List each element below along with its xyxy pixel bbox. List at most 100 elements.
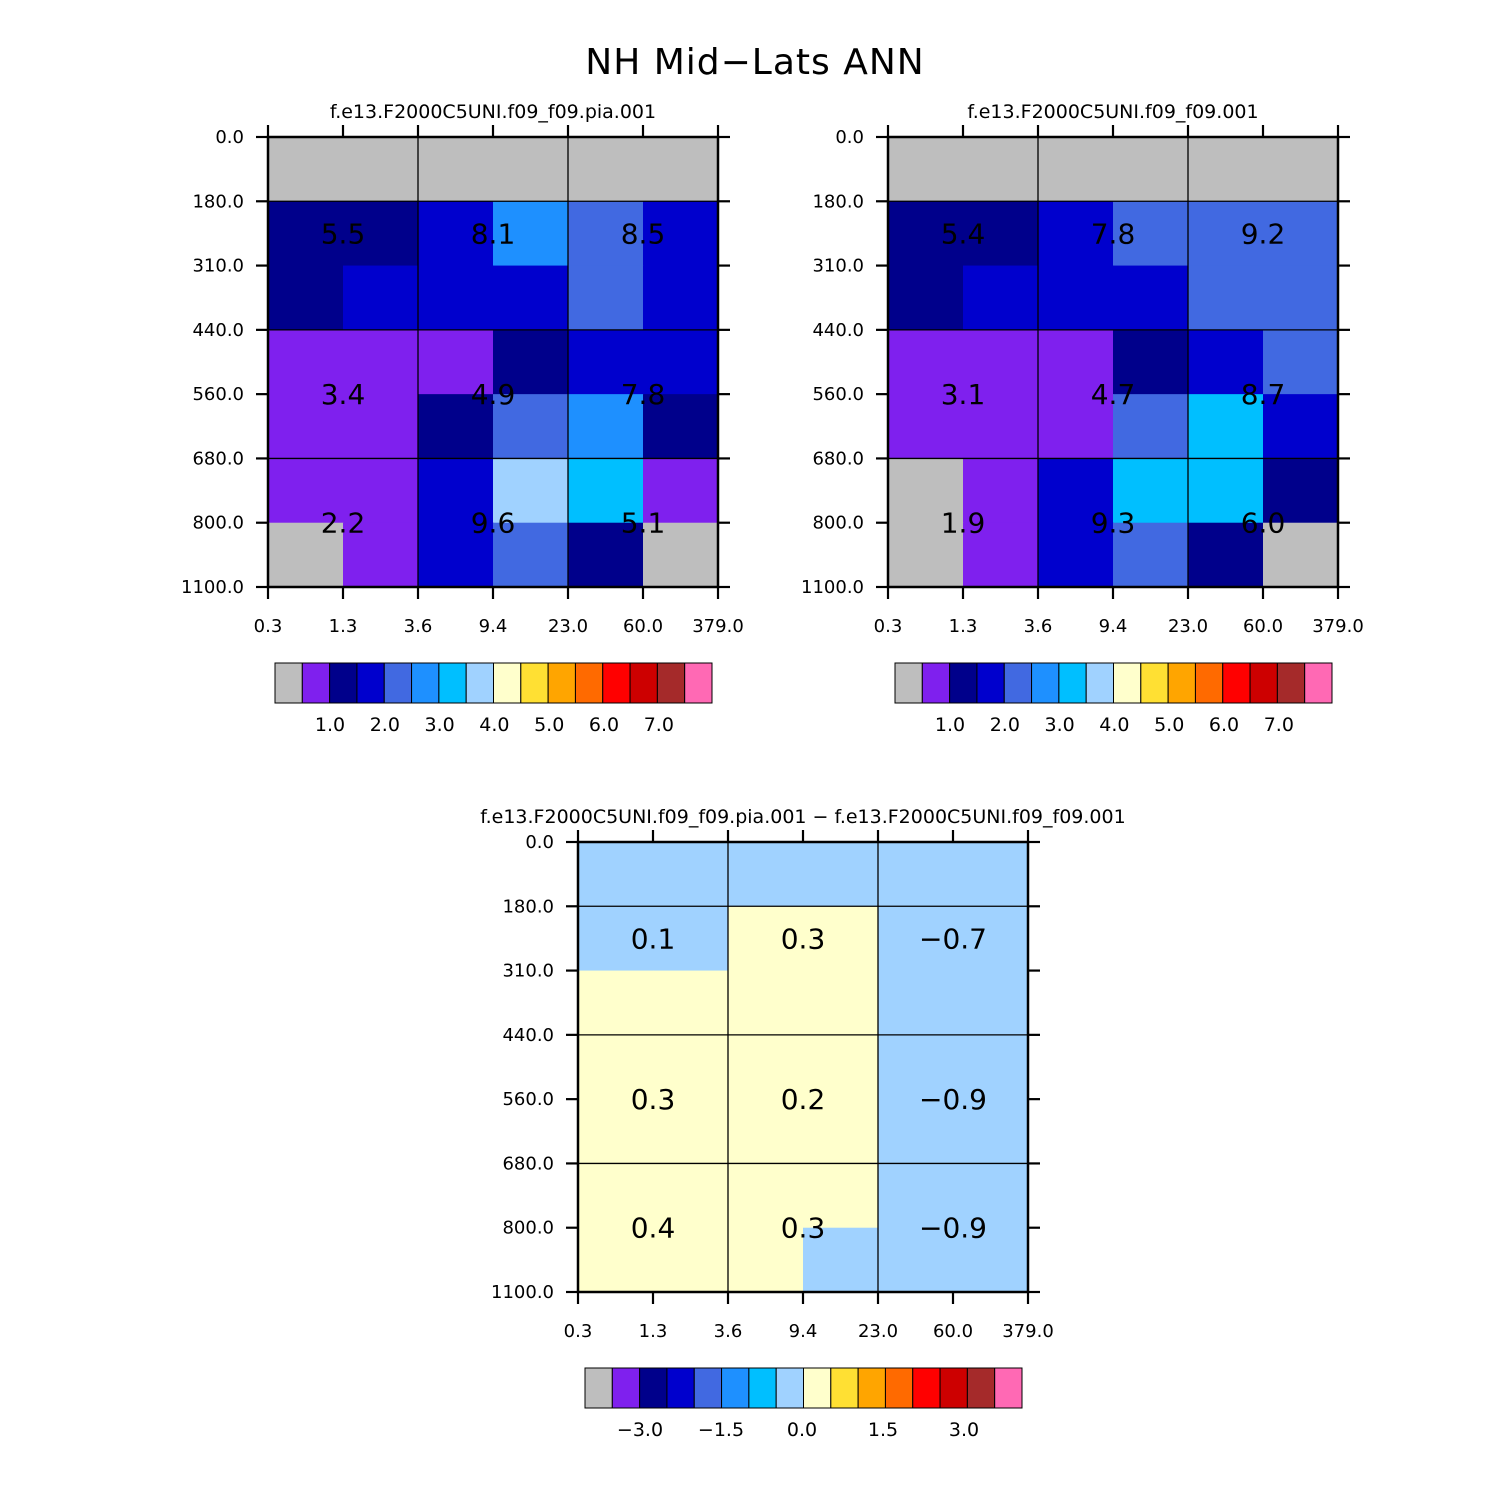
heatmap-cell (1113, 394, 1189, 460)
heatmap-cell (643, 329, 719, 395)
colorbar-box (857, 1367, 886, 1409)
heatmap-cell (418, 458, 494, 524)
heatmap-cell (653, 1099, 729, 1165)
heatmap-cell (803, 906, 879, 972)
heatmap-cell (728, 1099, 804, 1165)
heatmap-cell (643, 458, 719, 524)
y-tick-label: 800.0 (192, 513, 244, 534)
heatmap-cell (1038, 394, 1114, 460)
heatmap-cell (878, 1034, 954, 1100)
heatmap-cell (1263, 522, 1339, 588)
heatmap-cell (963, 522, 1039, 588)
colorbar-label: 2.0 (990, 714, 1020, 736)
heatmap-cell (803, 1163, 879, 1229)
colorbar-box (301, 662, 331, 704)
colorbar-box (830, 1367, 859, 1409)
colorbar-box (438, 662, 467, 704)
heatmap-cell (643, 137, 719, 202)
grid-lines (888, 137, 1338, 587)
heatmap-cell (963, 137, 1039, 202)
heatmap-cell (953, 1034, 1029, 1100)
colorbar-label: 4.0 (479, 714, 509, 736)
colorbar-label: 3.0 (949, 1419, 979, 1441)
heatmap-cell (728, 1034, 804, 1100)
heatmap-cell (578, 1227, 654, 1293)
cell-value-label: −0.9 (919, 1212, 987, 1245)
x-tick-label: 379.0 (692, 616, 744, 637)
cell-value-label: −0.7 (919, 922, 987, 955)
panel-control: f.e13.F2000C5UNI.f09_f09.001 0.3 1.3 3.6 9.4… (801, 101, 1364, 736)
heatmap-cell (1263, 394, 1339, 460)
heatmap-cell (418, 394, 494, 460)
panel-pia: f.e13.F2000C5UNI.f09_f09.pia.001 0.3 1.3 3.… (181, 101, 744, 736)
x-tick-label: 60.0 (933, 1321, 973, 1342)
heatmap-cell (568, 137, 644, 202)
heatmap-cell (803, 842, 879, 907)
colorbar-box (1058, 662, 1087, 704)
colorbar-label: 3.0 (424, 714, 454, 736)
cell-value-label: 7.8 (1091, 217, 1136, 250)
heatmap-cell (418, 522, 494, 588)
heatmap-cell (803, 1099, 879, 1165)
x-tick-label: 23.0 (548, 616, 588, 637)
heatmap-cell (568, 329, 644, 395)
colorbar-label: 1.0 (315, 714, 345, 736)
colorbar-label: 7.0 (1264, 714, 1294, 736)
x-tick-label: 23.0 (1168, 616, 1208, 637)
colorbar-box (574, 662, 604, 704)
heatmap-cell (888, 201, 964, 267)
heatmap-cell (888, 137, 964, 202)
y-tick-label: 560.0 (192, 384, 244, 405)
heatmap-cell (418, 265, 494, 331)
colorbar-label: 5.0 (1154, 714, 1184, 736)
y-tick-label: 800.0 (502, 1218, 554, 1239)
y-tick-label: 310.0 (192, 256, 244, 277)
y-tick-label: 1100.0 (181, 577, 244, 598)
x-tick-label: 1.3 (949, 616, 978, 637)
heatmap-cell (1038, 458, 1114, 524)
heatmap-cell (953, 1163, 1029, 1229)
heatmap-cell (878, 1227, 954, 1293)
x-tick-label: 3.6 (1024, 616, 1053, 637)
heatmap-cell (963, 265, 1039, 331)
y-tick-label: 180.0 (192, 191, 244, 212)
colorbar-box (1222, 662, 1251, 704)
colorbar-label: −3.0 (617, 1419, 663, 1441)
heatmap-cell (343, 137, 419, 202)
heatmap-cell (493, 458, 569, 524)
heatmap-cell (343, 265, 419, 331)
panel-difference: f.e13.F2000C5UNI.f09_f09.pia.001 − f.e13… (480, 806, 1125, 1441)
heatmap-cell (493, 265, 569, 331)
colorbar-box (803, 1367, 832, 1409)
colorbar-box (547, 662, 576, 704)
heatmap-cell (803, 1227, 879, 1293)
heatmap-cell (1188, 137, 1264, 202)
colorbar-box (1085, 662, 1114, 704)
heatmap-cell (963, 394, 1039, 460)
heatmap-cell (953, 970, 1029, 1036)
colorbar-label: 6.0 (589, 714, 619, 736)
heatmap-cell (578, 842, 654, 907)
heatmap-cell (1263, 329, 1339, 395)
y-tick-label: 180.0 (812, 191, 864, 212)
cell-value-label: 0.3 (781, 922, 826, 955)
colorbar-box (693, 1367, 723, 1409)
heatmap-cell (803, 970, 879, 1036)
colorbar-label: 7.0 (644, 714, 674, 736)
heatmap-cell (418, 329, 494, 395)
heatmap-cell (728, 1227, 804, 1293)
y-tick-label: 680.0 (192, 448, 244, 469)
colorbar: 1.0 2.0 3.0 4.0 5.0 6.0 7.0 (274, 662, 713, 736)
heatmap-cell (653, 970, 729, 1036)
heatmap-cell (578, 906, 654, 972)
y-tick-label: 1100.0 (801, 577, 864, 598)
x-tick-label: 1.3 (329, 616, 358, 637)
heatmap-cell (1263, 137, 1339, 202)
heatmap-cell (1113, 329, 1189, 395)
colorbar-box (949, 662, 978, 704)
colorbar-label: −1.5 (698, 1419, 744, 1441)
y-tick-label: 680.0 (502, 1153, 554, 1174)
heatmap-cell (578, 970, 654, 1036)
colorbar-label: 5.0 (534, 714, 564, 736)
cell-value-label: 2.2 (321, 507, 366, 540)
